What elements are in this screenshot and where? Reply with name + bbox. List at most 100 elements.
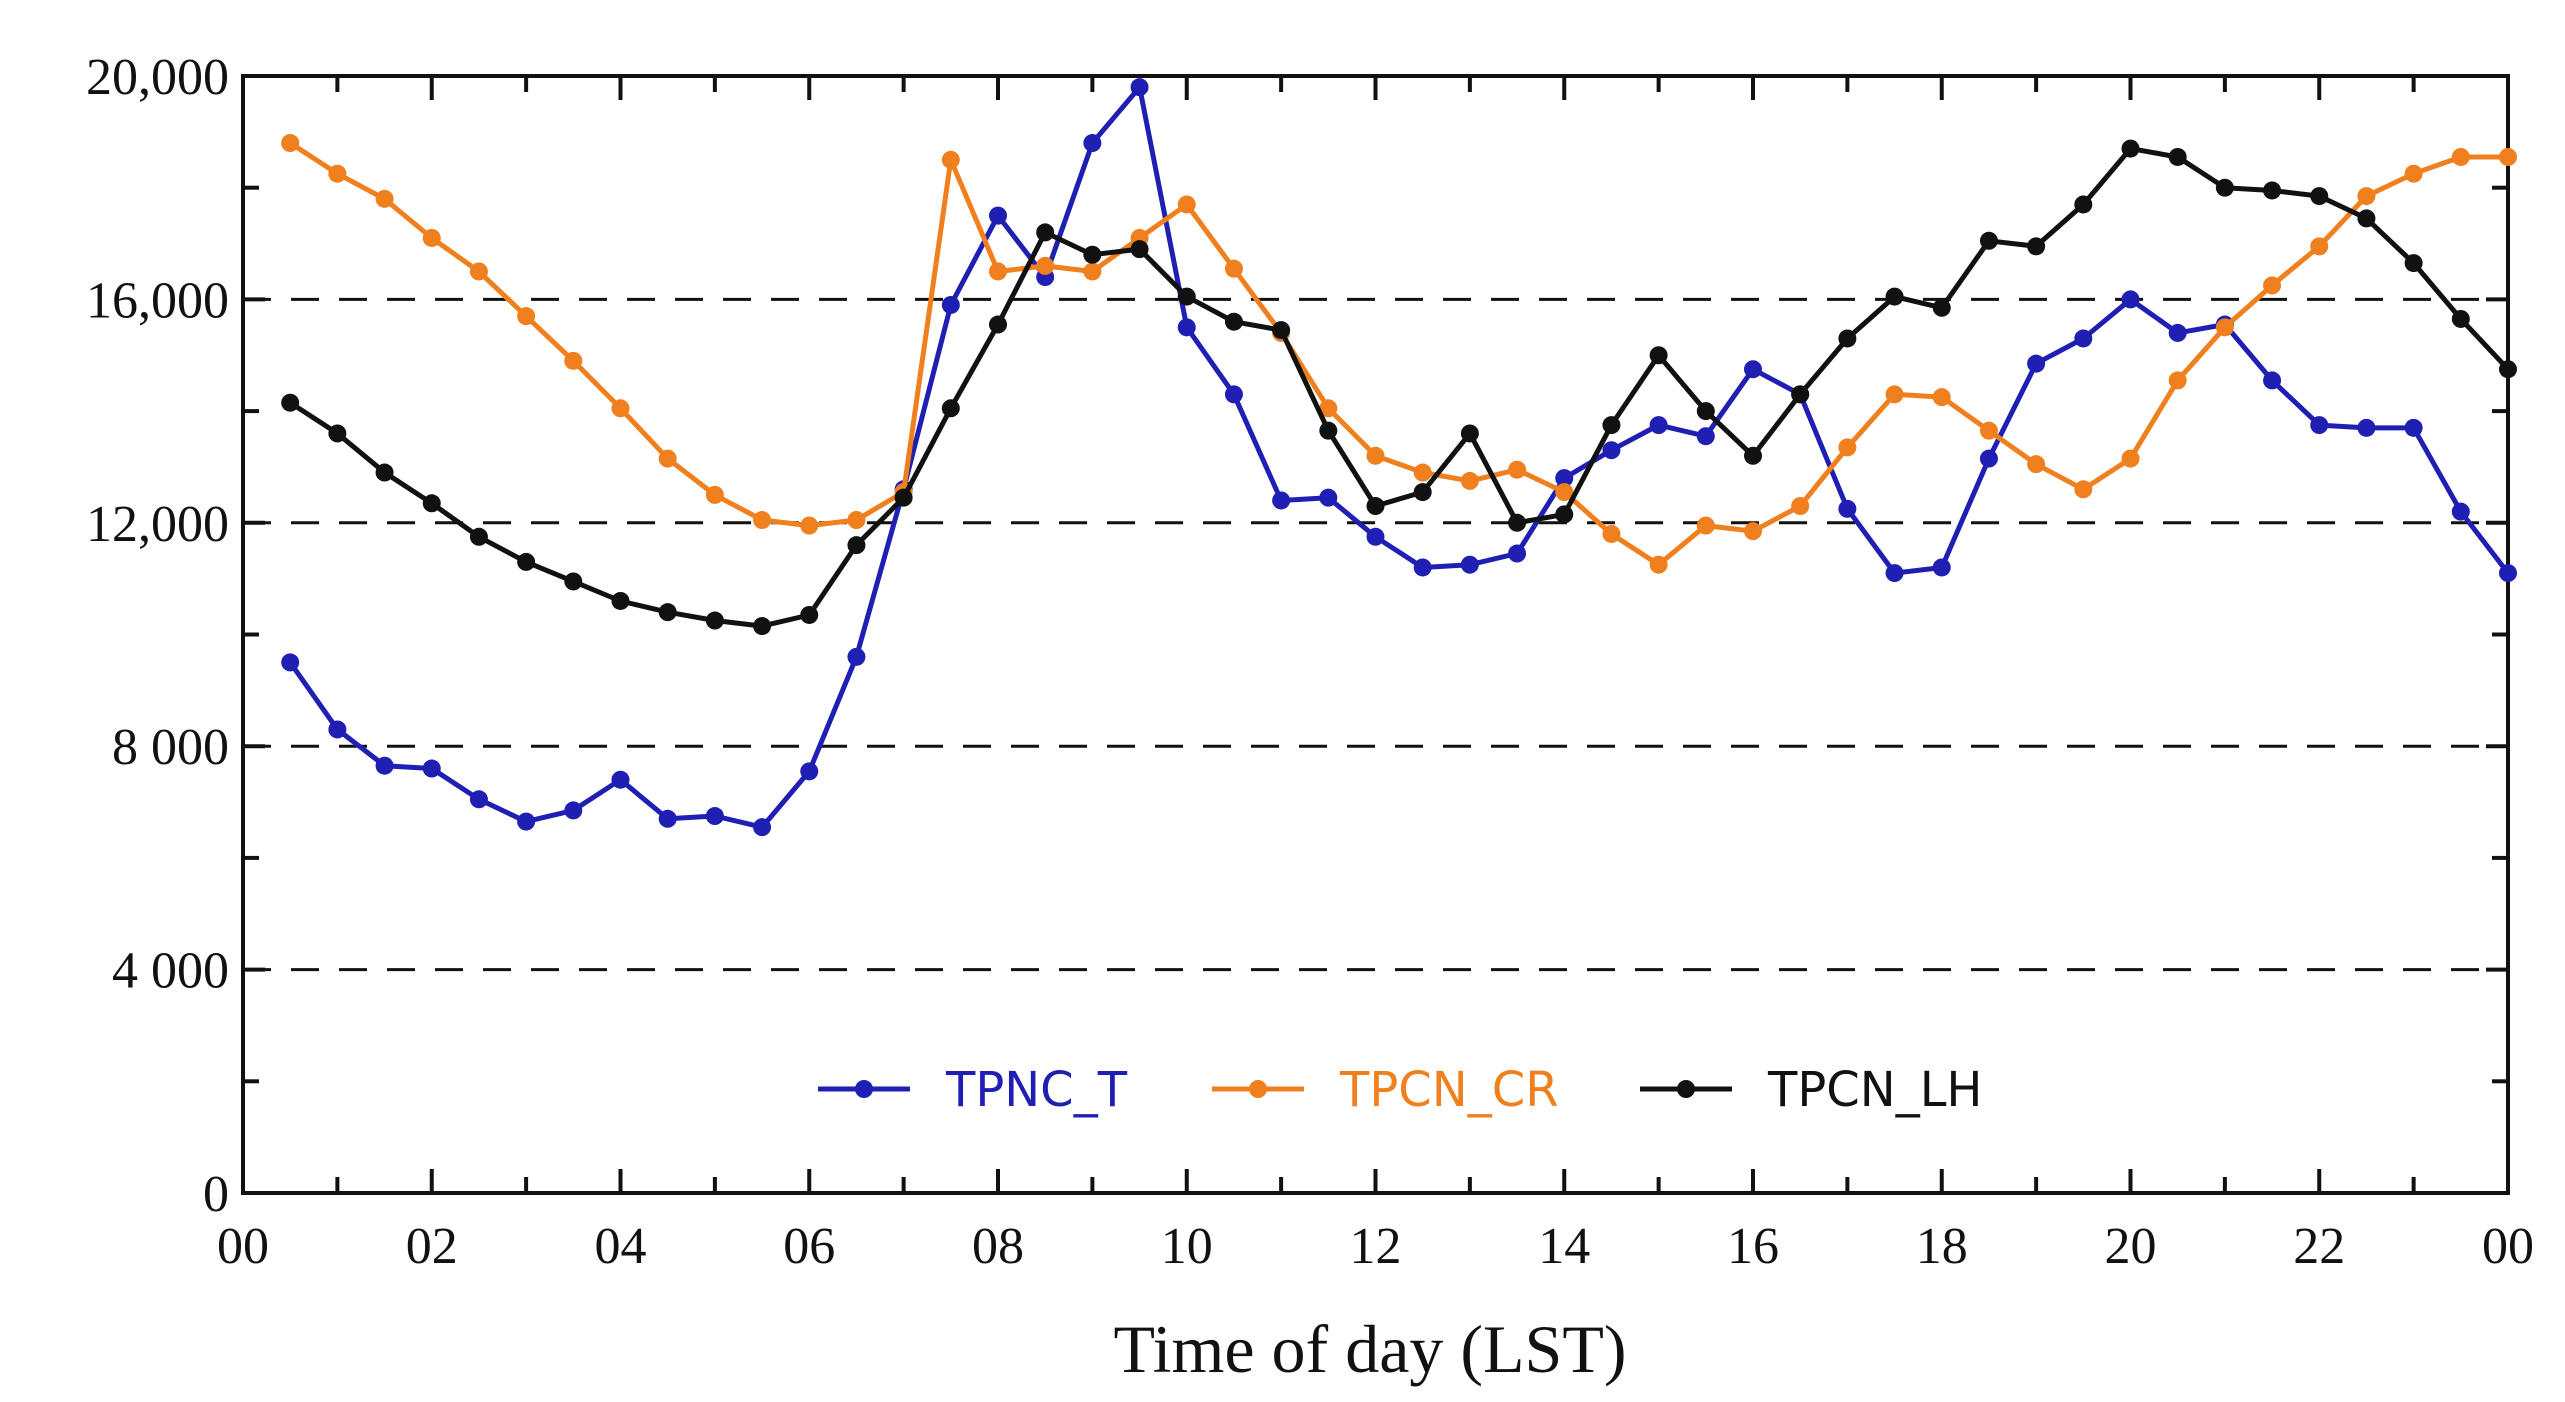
x-tick-label: 04 <box>595 1218 647 1275</box>
data-point-tpcn-lh <box>1696 402 1715 421</box>
data-point-tpcn-cr <box>1177 195 1196 214</box>
data-point-tpcn-cr <box>1036 256 1055 275</box>
data-point-tpcn-cr <box>2027 455 2046 474</box>
y-tick-label: 8 000 <box>112 719 229 776</box>
data-point-tpnc-t <box>941 295 960 314</box>
data-point-tpcn-lh <box>1932 298 1951 317</box>
data-point-tpcn-cr <box>2215 318 2234 337</box>
data-point-tpnc-t <box>1885 564 1904 583</box>
data-point-tpcn-cr <box>1649 555 1668 574</box>
data-point-tpnc-t <box>517 812 536 831</box>
data-point-tpcn-cr <box>1319 399 1338 418</box>
data-point-tpcn-lh <box>1744 446 1762 465</box>
data-point-tpcn-cr <box>1366 446 1385 465</box>
data-point-tpcn-lh <box>281 393 300 412</box>
data-point-tpnc-t <box>281 653 300 672</box>
legend: TPNC_T TPCN_CR TPCN_LH <box>818 1062 1983 1118</box>
data-point-tpnc-t <box>1460 555 1479 574</box>
y-tick-label: 16,000 <box>86 272 229 329</box>
data-point-tpcn-lh <box>1036 223 1055 242</box>
legend-item-tpcn-cr: TPCN_CR <box>1212 1062 1559 1118</box>
legend-swatch-marker <box>1677 1080 1695 1098</box>
data-point-tpcn-cr <box>1791 497 1810 516</box>
data-point-tpcn-lh <box>2121 139 2140 158</box>
data-point-tpcn-lh <box>941 399 960 418</box>
data-point-tpnc-t <box>1083 134 1102 153</box>
data-point-tpcn-lh <box>375 463 394 482</box>
legend-item-tpcn-lh: TPCN_LH <box>1640 1062 1983 1118</box>
data-point-tpcn-cr <box>1744 522 1762 541</box>
data-point-tpnc-t <box>1272 491 1291 510</box>
data-point-tpcn-lh <box>2499 360 2517 379</box>
data-point-tpcn-cr <box>564 351 583 370</box>
data-point-tpnc-t <box>1979 449 1998 468</box>
data-point-tpcn-cr <box>375 189 394 208</box>
data-point-tpcn-lh <box>1272 321 1291 340</box>
series-line-tpnc-t <box>288 84 2510 830</box>
legend-label: TPCN_CR <box>1339 1062 1559 1118</box>
data-point-tpcn-cr <box>328 164 347 183</box>
data-point-tpcn-cr <box>847 511 866 530</box>
data-point-tpcn-lh <box>847 536 866 555</box>
data-point-tpcn-lh <box>2168 147 2187 166</box>
data-point-tpcn-cr <box>1508 460 1527 479</box>
data-point-tpcn-cr <box>2499 147 2517 166</box>
data-point-tpcn-cr <box>1932 388 1951 407</box>
series-line-tpcn-cr <box>288 140 2508 568</box>
y-tick-label: 0 <box>203 1166 229 1223</box>
data-point-tpcn-lh <box>705 611 724 630</box>
data-point-tpcn-cr <box>611 399 630 418</box>
x-tick-label: 12 <box>1350 1218 1402 1275</box>
x-tick-label: 18 <box>1916 1218 1968 1275</box>
data-point-tpnc-t <box>1508 544 1527 563</box>
data-point-tpcn-cr <box>1460 471 1479 490</box>
data-point-tpcn-lh <box>1649 346 1668 365</box>
x-tick-label: 10 <box>1161 1218 1213 1275</box>
data-point-tpcn-cr <box>1838 438 1857 457</box>
data-point-tpnc-t <box>1130 78 1149 97</box>
data-point-tpnc-t <box>1555 469 1574 488</box>
data-point-tpnc-t <box>705 807 724 826</box>
data-point-tpcn-lh <box>564 572 583 591</box>
data-point-tpnc-t <box>1838 499 1857 518</box>
x-tick-label: 16 <box>1727 1218 1779 1275</box>
data-point-tpcn-cr <box>422 228 441 247</box>
data-point-tpnc-t <box>2451 502 2470 521</box>
data-point-tpcn-cr <box>941 150 960 169</box>
data-point-tpnc-t <box>1413 558 1432 577</box>
data-point-tpnc-t <box>375 756 394 775</box>
y-tick-label: 20,000 <box>86 49 229 106</box>
legend-item-tpnc-t: TPNC_T <box>818 1062 1128 1118</box>
data-point-tpnc-t <box>1932 558 1951 577</box>
data-point-tpcn-lh <box>1979 231 1998 250</box>
data-point-tpcn-lh <box>1555 505 1574 524</box>
data-point-tpcn-lh <box>1130 240 1149 259</box>
data-point-tpcn-lh <box>2404 254 2423 273</box>
data-point-tpcn-lh <box>1319 421 1338 440</box>
data-point-tpnc-t <box>422 759 441 778</box>
data-point-tpcn-cr <box>1602 524 1621 543</box>
data-point-tpcn-lh <box>1366 497 1385 516</box>
data-point-tpcn-lh <box>1224 312 1243 331</box>
data-point-tpcn-cr <box>2357 187 2376 206</box>
data-point-tpcn-cr <box>1555 483 1574 502</box>
x-tick-label: 08 <box>972 1218 1024 1275</box>
data-point-tpcn-lh <box>658 603 677 622</box>
data-point-tpnc-t <box>2168 323 2187 342</box>
data-point-tpcn-cr <box>2404 164 2423 183</box>
data-point-tpcn-cr <box>2121 449 2140 468</box>
data-point-tpcn-lh <box>1838 329 1857 348</box>
data-point-tpcn-lh <box>2451 309 2470 328</box>
data-point-tpcn-cr <box>1885 385 1904 404</box>
y-tick-label: 12,000 <box>86 496 229 553</box>
data-point-tpnc-t <box>1696 427 1715 446</box>
data-point-tpcn-lh <box>1460 424 1479 443</box>
data-point-tpcn-lh <box>753 617 772 636</box>
data-point-tpcn-cr <box>705 485 724 504</box>
data-point-tpcn-cr <box>658 449 677 468</box>
data-point-tpcn-lh <box>1602 416 1621 435</box>
data-point-tpcn-cr <box>800 516 819 535</box>
data-point-tpcn-cr <box>469 262 488 281</box>
data-point-tpcn-cr <box>1696 516 1715 535</box>
